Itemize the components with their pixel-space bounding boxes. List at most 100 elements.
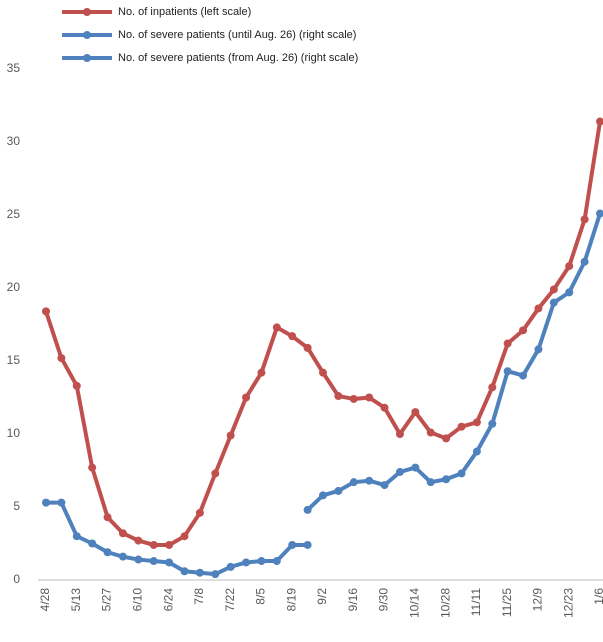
data-point [580, 257, 589, 266]
data-point [565, 288, 574, 297]
x-tick-label: 5/27 [100, 588, 114, 612]
data-point [442, 434, 451, 443]
data-point [303, 343, 312, 352]
data-point [319, 368, 327, 377]
data-point [303, 505, 312, 514]
data-point [103, 513, 112, 522]
x-tick-label: 11/11 [469, 588, 483, 617]
data-point [411, 408, 420, 417]
x-tick-label: 1/6 [592, 588, 603, 605]
x-tick-label: 6/24 [161, 588, 175, 612]
y-tick-label: 20 [7, 280, 21, 294]
data-point [103, 548, 112, 557]
x-tick-label: 9/30 [377, 588, 391, 612]
y-tick-label: 15 [7, 353, 21, 367]
data-point [534, 345, 543, 354]
data-point [288, 332, 297, 341]
data-point [180, 532, 189, 541]
data-point [165, 558, 174, 567]
data-point [457, 422, 466, 431]
data-point [365, 393, 374, 402]
data-point [195, 568, 204, 577]
data-point [88, 463, 97, 472]
data-point [134, 555, 143, 564]
y-tick-label: 10 [7, 426, 21, 440]
data-point [549, 298, 558, 307]
data-point [180, 567, 189, 576]
data-point [472, 447, 481, 456]
data-point [134, 536, 143, 545]
y-tick-label: 0 [13, 572, 20, 586]
data-point [57, 354, 66, 363]
data-point [596, 209, 603, 218]
data-point [149, 540, 158, 549]
data-point [395, 467, 404, 476]
legend-marker [83, 8, 91, 16]
data-point [118, 529, 127, 538]
x-tick-label: 6/10 [131, 588, 145, 612]
data-point [272, 557, 281, 566]
series-line [306, 212, 602, 512]
data-point [426, 478, 435, 487]
data-point [272, 323, 281, 332]
data-point [211, 469, 220, 478]
x-tick-label: 9/16 [346, 588, 360, 612]
y-tick-label: 25 [7, 207, 21, 221]
data-point [534, 304, 543, 313]
data-point [565, 262, 574, 271]
legend-marker [83, 54, 91, 62]
data-point [395, 430, 404, 438]
data-point [42, 498, 50, 507]
data-point [242, 393, 251, 402]
legend-label: No. of severe patients (from Aug. 26) (r… [118, 52, 358, 64]
x-tick-label: 10/28 [438, 588, 452, 618]
data-point [472, 418, 481, 427]
data-point [519, 326, 528, 335]
data-point [242, 558, 251, 567]
data-point [503, 367, 512, 376]
data-point [426, 428, 435, 437]
data-point [149, 557, 158, 566]
data-point [226, 562, 235, 571]
data-point [349, 394, 358, 403]
data-point [380, 481, 389, 490]
x-tick-label: 7/22 [223, 588, 237, 612]
x-tick-label: 5/13 [69, 588, 83, 612]
legend-marker [83, 31, 91, 39]
data-point [488, 383, 497, 392]
y-tick-label: 35 [7, 61, 21, 75]
data-point [57, 498, 66, 507]
data-point [165, 540, 174, 549]
y-tick-label: 5 [13, 499, 20, 513]
data-point [334, 392, 343, 401]
data-point [257, 368, 266, 377]
data-point [503, 339, 512, 348]
x-tick-label: 4/28 [38, 588, 52, 612]
x-tick-label: 10/14 [408, 588, 422, 618]
data-point [411, 463, 420, 472]
x-tick-label: 12/23 [561, 588, 575, 618]
data-point [72, 532, 81, 541]
series-line [44, 121, 602, 547]
data-point [72, 381, 81, 390]
data-point [596, 117, 603, 126]
data-point [211, 570, 220, 579]
data-point [42, 307, 50, 316]
data-point [195, 508, 204, 517]
legend-label: No. of inpatients (left scale) [118, 6, 251, 18]
data-point [365, 476, 374, 485]
data-point [457, 469, 466, 478]
x-tick-label: 8/5 [254, 588, 268, 605]
data-point [226, 431, 235, 440]
data-point [118, 552, 127, 561]
data-point [549, 285, 558, 294]
data-point [488, 419, 497, 428]
x-tick-label: 12/9 [531, 588, 545, 612]
y-tick-label: 30 [7, 134, 21, 148]
data-point [257, 557, 266, 566]
legend-label: No. of severe patients (until Aug. 26) (… [118, 29, 356, 41]
data-point [334, 486, 343, 495]
data-point [380, 403, 389, 412]
data-point [288, 540, 297, 549]
